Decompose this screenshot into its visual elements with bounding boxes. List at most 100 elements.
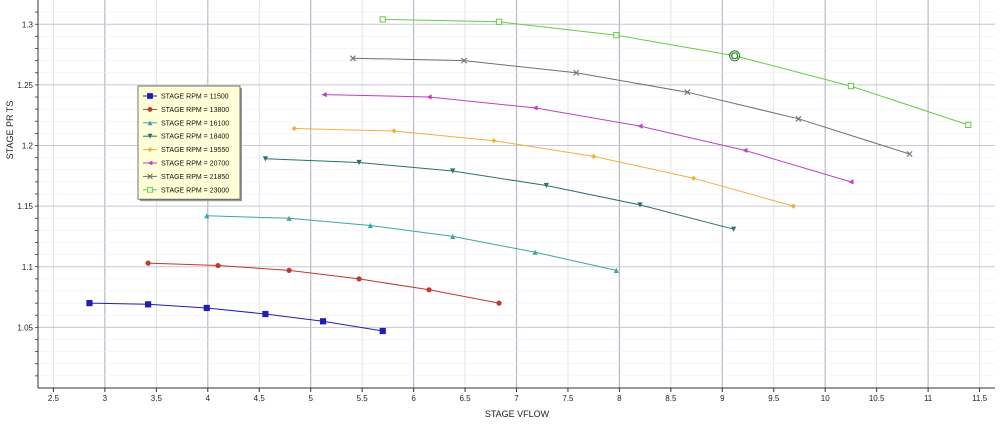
series-7 (349, 55, 913, 157)
x-tick-label: 10 (821, 394, 830, 403)
data-point (461, 57, 468, 64)
data-point (684, 89, 691, 96)
data-point (790, 203, 796, 209)
x-tick-label: 8.5 (665, 394, 677, 403)
data-point (848, 179, 854, 185)
data-point (147, 120, 153, 126)
data-point (495, 18, 503, 25)
data-point (379, 327, 386, 335)
x-tick-label: 11 (924, 394, 933, 403)
data-point (532, 105, 538, 111)
x-tick-label: 3.5 (151, 394, 163, 403)
data-point (491, 138, 497, 144)
series-3 (204, 213, 619, 273)
data-point (426, 94, 432, 100)
axes (35, 0, 995, 392)
data-point (731, 226, 737, 232)
data-point (262, 156, 269, 162)
series-2 (145, 260, 502, 306)
x-axis-title: STAGE VFLOW (485, 409, 550, 419)
data-point (573, 69, 580, 76)
legend-item: STAGE RPM = 21850 (143, 173, 229, 181)
legend-label: STAGE RPM = 20700 (161, 161, 229, 168)
y-tick-label: 1.15 (17, 202, 33, 211)
legend-item: STAGE RPM = 19550 (143, 147, 229, 154)
series-line (352, 57, 910, 155)
data-point (847, 82, 855, 90)
data-point (319, 318, 327, 325)
series-line (206, 215, 617, 271)
legend-label: STAGE RPM = 21850 (161, 174, 229, 181)
data-point (742, 147, 748, 153)
legend-label: STAGE RPM = 13800 (161, 107, 229, 114)
x-tick-label: 5 (308, 394, 313, 403)
data-point (356, 276, 362, 282)
y-axis-title: STAGE PR TS (5, 101, 15, 160)
series-layer (86, 16, 972, 335)
data-point (145, 260, 151, 266)
y-tick-labels: 1.05 1.1 1.15 1.2 1.25 1.3 (17, 20, 33, 332)
data-point (215, 262, 221, 269)
data-point (286, 267, 292, 273)
x-tick-label: 7.5 (562, 394, 574, 403)
data-point (145, 301, 152, 308)
data-point (291, 125, 297, 132)
series-line (265, 158, 734, 230)
legend-item: STAGE RPM = 23000 (143, 186, 229, 194)
data-point (637, 123, 643, 129)
data-point (147, 160, 153, 166)
data-point (426, 287, 432, 293)
legend-label: STAGE RPM = 18400 (161, 134, 229, 141)
grid-lines (38, 0, 995, 388)
data-point (147, 173, 153, 180)
x-tick-label: 9.5 (768, 394, 780, 403)
data-point (147, 147, 153, 152)
data-point (795, 115, 802, 122)
x-tick-label: 3 (103, 394, 108, 403)
y-tick-label: 1.25 (17, 81, 33, 90)
data-point (147, 107, 153, 112)
series-1 (86, 300, 386, 335)
legend-item: STAGE RPM = 11500 (143, 93, 229, 101)
y-tick-label: 1.3 (22, 20, 34, 29)
legend-label: STAGE RPM = 16100 (161, 120, 229, 127)
data-point (450, 168, 456, 174)
x-tick-label: 11.5 (972, 394, 988, 403)
series-5 (291, 125, 796, 209)
data-point (391, 128, 397, 134)
data-point (543, 182, 549, 189)
y-tick-label: 1.2 (22, 142, 34, 151)
data-point (321, 91, 327, 98)
x-tick-label: 9 (720, 394, 725, 403)
data-point (637, 202, 643, 208)
highlight-inner-ring (731, 52, 739, 60)
x-tick-label: 6 (411, 394, 416, 403)
x-tick-label: 7 (514, 394, 519, 403)
legend-box (137, 85, 241, 200)
data-point (262, 310, 269, 318)
legend-label: STAGE RPM = 19550 (161, 147, 229, 154)
data-point (613, 32, 620, 39)
y-tick-label: 1.1 (22, 263, 34, 272)
data-point (965, 121, 972, 128)
x-tick-label: 2.5 (48, 394, 60, 403)
data-point (86, 300, 93, 307)
series-6 (321, 91, 854, 185)
x-tick-label: 10.5 (869, 394, 885, 403)
data-point (356, 159, 362, 166)
data-point (591, 153, 597, 160)
data-point (379, 16, 386, 23)
legend-item: STAGE RPM = 20700 (143, 161, 229, 168)
x-tick-label: 5.5 (357, 394, 369, 403)
data-point (496, 300, 502, 306)
legend: STAGE RPM = 11500 STAGE RPM = 13800 STAGE … (137, 85, 242, 202)
data-point (147, 93, 153, 99)
series-line (324, 94, 852, 183)
data-point (906, 150, 913, 157)
series-line (89, 302, 383, 332)
x-tick-label: 4.5 (254, 394, 266, 403)
x-tick-label: 4 (206, 394, 211, 403)
data-point (613, 267, 619, 273)
series-8 (379, 16, 972, 128)
